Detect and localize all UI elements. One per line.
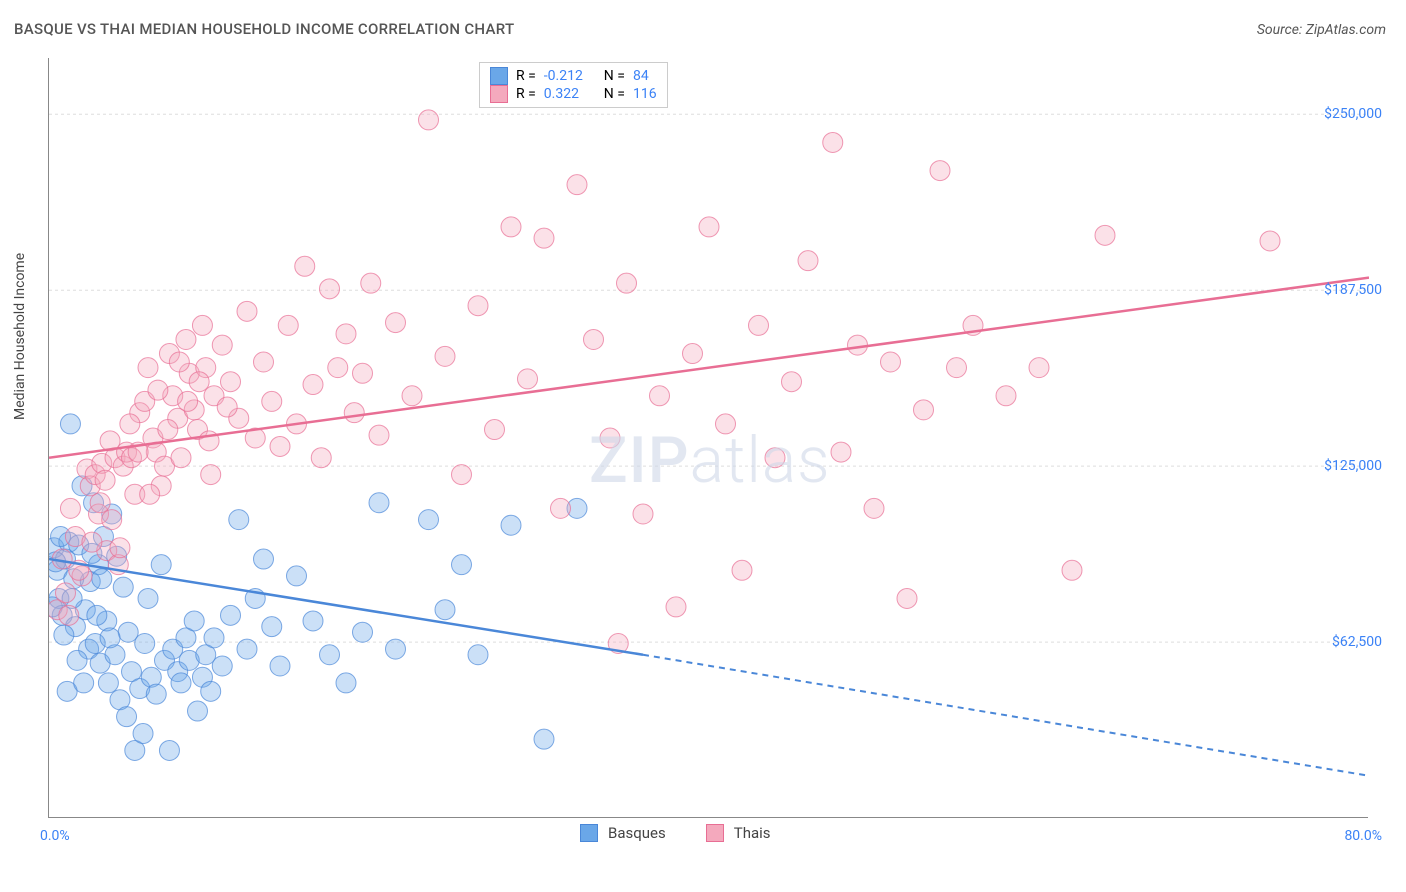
- legend-label-thais: Thais: [734, 824, 771, 842]
- chart-container: BASQUE VS THAI MEDIAN HOUSEHOLD INCOME C…: [0, 0, 1406, 892]
- r-label: R =: [516, 86, 536, 102]
- n-label: N =: [604, 68, 625, 84]
- y-tick-label: $250,000: [1324, 106, 1382, 122]
- swatch-thais: [490, 85, 508, 103]
- stats-row-thais: R = 0.322 N = 116: [490, 85, 657, 103]
- source-attribution: Source: ZipAtlas.com: [1257, 22, 1386, 38]
- stats-legend: R = -0.212 N = 84 R = 0.322 N = 116: [479, 62, 668, 108]
- y-tick-label: $62,500: [1332, 634, 1382, 650]
- x-axis-max-label: 80.0%: [1344, 828, 1382, 844]
- plot-area: ZIPatlas R = -0.212 N = 84 R = 0.322 N =…: [48, 58, 1368, 818]
- n-label: N =: [604, 86, 625, 102]
- stats-row-basques: R = -0.212 N = 84: [490, 67, 657, 85]
- series-legend: Basques Thais: [580, 824, 771, 842]
- chart-title: BASQUE VS THAI MEDIAN HOUSEHOLD INCOME C…: [14, 20, 514, 38]
- swatch-basques: [490, 67, 508, 85]
- r-value-basques: -0.212: [544, 68, 596, 84]
- legend-label-basques: Basques: [608, 824, 666, 842]
- r-label: R =: [516, 68, 536, 84]
- legend-swatch-thais: [706, 824, 724, 842]
- y-tick-label: $187,500: [1324, 282, 1382, 298]
- r-value-thais: 0.322: [544, 86, 596, 102]
- x-axis-min-label: 0.0%: [40, 828, 70, 844]
- n-value-thais: 116: [633, 86, 657, 102]
- legend-swatch-basques: [580, 824, 598, 842]
- n-value-basques: 84: [633, 68, 649, 84]
- y-axis-label: Median Household Income: [12, 253, 28, 420]
- y-tick-label: $125,000: [1324, 458, 1382, 474]
- scatter-plot-svg: [49, 58, 1369, 818]
